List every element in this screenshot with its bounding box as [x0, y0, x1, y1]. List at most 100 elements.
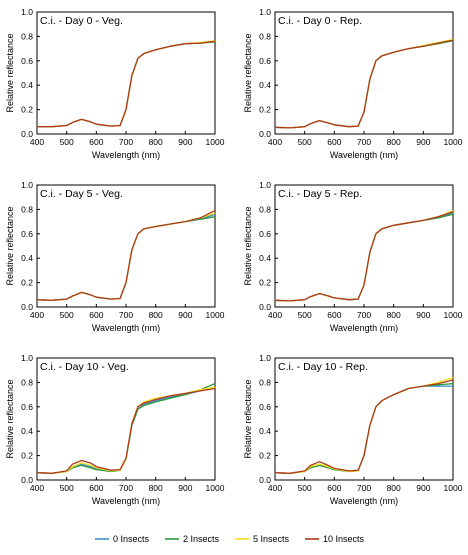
- y-tick-label: 0.8: [259, 204, 271, 214]
- legend: 0 Insects 2 Insects 5 Insects 10 Insects: [95, 534, 365, 544]
- x-tick-label: 800: [387, 310, 401, 320]
- plot-frame: [36, 184, 216, 308]
- legend-label: 10 Insects: [323, 534, 365, 544]
- x-tick-label: 1000: [206, 310, 225, 320]
- chart-panel: 400 500 600 700 800 900 1000 0.0 0.2 0.4 0.6 0.8 1.0…: [243, 353, 463, 506]
- x-tick-label: 500: [298, 483, 312, 493]
- plot-frame: [274, 357, 454, 481]
- panel-title: C.i. - Day 5 - Rep.: [278, 188, 362, 200]
- x-tick-label: 600: [327, 310, 341, 320]
- series-line: [37, 40, 216, 128]
- y-tick-label: 0.4: [259, 253, 271, 263]
- y-tick-label: 0.6: [21, 229, 33, 239]
- x-axis-label: Wavelength (nm): [330, 150, 398, 160]
- series-line: [36, 210, 216, 301]
- y-axis-label: Relative reflectance: [5, 33, 15, 112]
- panel-title: C.i. - Day 5 - Veg.: [40, 188, 123, 200]
- legend-label: 5 Insects: [253, 534, 290, 544]
- y-tick-label: 0.0: [259, 129, 271, 139]
- x-tick-label: 700: [357, 310, 371, 320]
- y-tick-label: 0.8: [21, 377, 33, 387]
- x-tick-label: 700: [119, 137, 133, 147]
- series-line: [274, 379, 454, 474]
- y-tick-label: 0.0: [21, 129, 33, 139]
- x-tick-label: 800: [149, 310, 163, 320]
- plot-frame: [36, 357, 216, 481]
- y-tick-label: 0.4: [21, 253, 33, 263]
- y-tick-label: 0.0: [21, 302, 33, 312]
- x-tick-label: 500: [60, 483, 74, 493]
- panel-title: C.i. - Day 10 - Veg.: [40, 361, 129, 373]
- chart-panel: 400 500 600 700 800 900 1000 0.0 0.2 0.4 0.6 0.8 1.0…: [5, 353, 225, 506]
- y-tick-label: 0.8: [21, 204, 33, 214]
- x-tick-label: 600: [327, 483, 341, 493]
- x-tick-label: 900: [416, 483, 430, 493]
- y-tick-label: 1.0: [259, 7, 271, 17]
- x-tick-label: 1000: [206, 483, 225, 493]
- x-tick-label: 800: [149, 483, 163, 493]
- plot-frame: [36, 11, 216, 135]
- chart-panel: 400 500 600 700 800 900 1000 0.0 0.2 0.4 0.6 0.8 1.0…: [5, 7, 225, 160]
- x-tick-label: 400: [268, 310, 282, 320]
- x-tick-label: 500: [60, 137, 74, 147]
- y-axis-label: Relative reflectance: [243, 379, 253, 458]
- x-tick-label: 900: [416, 310, 430, 320]
- series-line: [36, 387, 216, 474]
- series-line: [274, 39, 454, 129]
- legend-item: 10 Insects: [305, 534, 365, 544]
- legend-item: 5 Insects: [235, 534, 290, 544]
- x-axis-label: Wavelength (nm): [92, 496, 160, 506]
- y-axis-label: Relative reflectance: [243, 33, 253, 112]
- x-tick-label: 600: [89, 483, 103, 493]
- y-tick-label: 0.0: [21, 475, 33, 485]
- y-tick-label: 0.4: [21, 80, 33, 90]
- x-tick-label: 500: [298, 310, 312, 320]
- y-tick-label: 1.0: [21, 180, 33, 190]
- legend-item: 2 Insects: [165, 534, 220, 544]
- x-tick-label: 700: [119, 483, 133, 493]
- x-axis-label: Wavelength (nm): [330, 323, 398, 333]
- y-tick-label: 0.2: [259, 451, 271, 461]
- x-tick-label: 700: [119, 310, 133, 320]
- y-tick-label: 0.2: [259, 278, 271, 288]
- y-tick-label: 1.0: [259, 353, 271, 363]
- x-tick-label: 1000: [444, 310, 463, 320]
- y-axis-label: Relative reflectance: [5, 379, 15, 458]
- y-tick-label: 0.0: [259, 475, 271, 485]
- x-tick-label: 900: [416, 137, 430, 147]
- y-tick-label: 0.6: [259, 229, 271, 239]
- x-tick-label: 900: [178, 483, 192, 493]
- x-tick-label: 600: [327, 137, 341, 147]
- x-tick-label: 700: [357, 483, 371, 493]
- y-axis-label: Relative reflectance: [243, 206, 253, 285]
- x-tick-label: 1000: [444, 137, 463, 147]
- chart-panel: 400 500 600 700 800 900 1000 0.0 0.2 0.4 0.6 0.8 1.0…: [243, 180, 463, 333]
- x-tick-label: 900: [178, 137, 192, 147]
- x-tick-label: 600: [89, 137, 103, 147]
- panel-title: C.i. - Day 10 - Rep.: [278, 361, 368, 373]
- chart-panel: 400 500 600 700 800 900 1000 0.0 0.2 0.4 0.6 0.8 1.0…: [243, 7, 463, 160]
- series-line: [274, 211, 454, 302]
- y-tick-label: 0.4: [259, 80, 271, 90]
- panels: 400 500 600 700 800 900 1000 0.0 0.2 0.4 0.6 0.8 1.0…: [5, 7, 463, 506]
- y-tick-label: 0.4: [259, 426, 271, 436]
- panel-title: C.i. - Day 0 - Rep.: [278, 15, 362, 27]
- plot-frame: [274, 11, 454, 135]
- y-tick-label: 0.2: [21, 278, 33, 288]
- y-tick-label: 1.0: [21, 353, 33, 363]
- y-tick-label: 1.0: [259, 180, 271, 190]
- legend-label: 2 Insects: [183, 534, 220, 544]
- x-tick-label: 700: [357, 137, 371, 147]
- y-tick-label: 0.0: [259, 302, 271, 312]
- y-tick-label: 0.2: [21, 451, 33, 461]
- x-tick-label: 800: [149, 137, 163, 147]
- x-tick-label: 400: [268, 483, 282, 493]
- y-axis-label: Relative reflectance: [5, 206, 15, 285]
- x-tick-label: 400: [30, 483, 44, 493]
- x-tick-label: 900: [178, 310, 192, 320]
- y-tick-label: 0.2: [259, 105, 271, 115]
- x-tick-label: 500: [60, 310, 74, 320]
- y-tick-label: 0.8: [21, 31, 33, 41]
- x-axis-label: Wavelength (nm): [92, 150, 160, 160]
